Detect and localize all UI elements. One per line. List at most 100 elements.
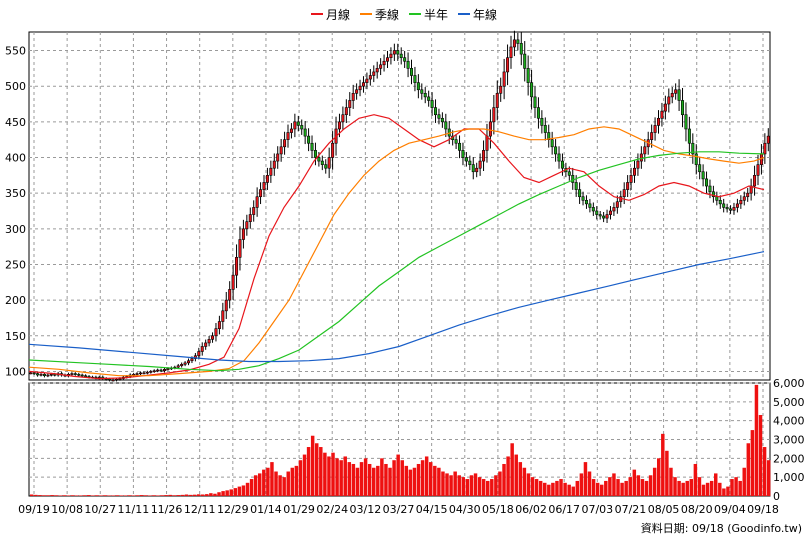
- candle-body: [502, 71, 506, 87]
- candle-body: [49, 373, 53, 376]
- x-tick-label: 09/04: [714, 503, 746, 516]
- candle-body: [739, 199, 743, 205]
- volume-bar: [685, 480, 689, 496]
- price-y-tick: 300: [5, 223, 26, 236]
- candle-body: [42, 373, 46, 377]
- volume-bar: [669, 467, 673, 496]
- candle-body: [375, 68, 379, 73]
- volume-bar: [632, 469, 637, 496]
- candle-body: [639, 153, 643, 162]
- candle-body: [114, 378, 118, 381]
- legend-swatch: [359, 13, 372, 15]
- volume-bar: [99, 495, 103, 496]
- volume-bar: [335, 458, 339, 496]
- candle-body: [310, 142, 314, 151]
- candle-body: [372, 71, 376, 76]
- volume-bar: [538, 480, 543, 496]
- candle-body: [705, 178, 709, 187]
- candle-body: [735, 203, 739, 208]
- volume-bar: [648, 475, 653, 496]
- candle-body: [416, 82, 420, 91]
- candle-body: [389, 53, 393, 58]
- volume-bar: [172, 495, 176, 496]
- candle-body: [729, 208, 733, 211]
- x-tick-label: 02/24: [316, 503, 348, 516]
- volume-bar: [164, 495, 168, 496]
- volume-bar: [722, 488, 726, 496]
- candle-body: [108, 378, 112, 381]
- volume-bar: [384, 463, 388, 496]
- volume-bar: [201, 494, 205, 496]
- volume-bar: [363, 458, 368, 496]
- candle-body: [667, 96, 671, 105]
- x-tick-label: 08/20: [681, 503, 713, 516]
- volume-bar: [107, 495, 111, 496]
- x-tick-label: 01/14: [250, 503, 282, 516]
- candle-body: [440, 117, 444, 123]
- candle-body: [163, 369, 167, 372]
- volume-bar: [355, 467, 360, 496]
- candle-body: [711, 191, 715, 198]
- volume-bar: [119, 495, 124, 496]
- volume-bar: [494, 475, 498, 496]
- volume-bar: [46, 495, 50, 496]
- candle-body: [214, 328, 218, 337]
- candle-body: [674, 89, 678, 94]
- candle-body: [53, 373, 57, 376]
- volume-bar: [148, 495, 152, 496]
- candle-body: [176, 365, 180, 368]
- volume-bar: [734, 477, 738, 496]
- volume-bar: [465, 479, 470, 496]
- candle-body: [543, 125, 547, 133]
- volume-bar: [709, 480, 714, 496]
- volume-bar: [135, 495, 140, 496]
- candle-body: [279, 146, 283, 155]
- x-tick-label: 12/29: [217, 503, 249, 516]
- price-y-tick: 550: [5, 45, 26, 58]
- price-y-tick: 500: [5, 80, 26, 93]
- candle-body: [296, 121, 300, 126]
- volume-bar: [608, 477, 612, 496]
- candle-body: [272, 160, 276, 169]
- candle-body: [204, 342, 208, 347]
- candle-body: [84, 375, 88, 378]
- candle-body: [252, 207, 256, 215]
- candle-body: [454, 139, 458, 144]
- volume-bar: [253, 475, 258, 496]
- volume-bar: [412, 467, 417, 496]
- volume-bar: [376, 465, 380, 496]
- candle-body: [159, 369, 163, 372]
- volume-bar: [661, 433, 665, 496]
- volume-bar: [95, 495, 99, 496]
- volume-bar: [103, 495, 107, 496]
- candle-body: [276, 153, 280, 162]
- volume-bar: [347, 462, 352, 496]
- legend-swatch: [458, 13, 471, 15]
- volume-bar: [62, 495, 67, 496]
- data-date-footer: 資料日期: 09/18 (Goodinfo.tw): [640, 522, 802, 535]
- volume-bar: [408, 469, 413, 496]
- candle-body: [430, 100, 434, 108]
- candle-body: [657, 117, 661, 126]
- candle-body: [29, 372, 33, 375]
- volume-bar: [534, 479, 539, 496]
- volume-bar: [595, 482, 600, 496]
- volume-bar: [758, 415, 763, 496]
- candle-body: [265, 175, 269, 183]
- volume-y-tick: 4,000: [773, 415, 805, 428]
- volume-bar: [742, 467, 746, 496]
- x-tick-label: 01/29: [283, 503, 315, 516]
- candle-body: [681, 100, 685, 116]
- candle-body: [361, 82, 365, 87]
- ma-line-1: [28, 114, 765, 380]
- candle-body: [482, 150, 486, 162]
- volume-bar: [139, 495, 144, 496]
- volume-bar: [652, 467, 657, 496]
- volume-bar: [420, 460, 425, 496]
- candle-body: [118, 378, 122, 380]
- candle-body: [492, 107, 496, 123]
- price-plot-frame: [28, 31, 771, 381]
- volume-bar: [217, 492, 221, 496]
- volume-bar: [58, 495, 62, 496]
